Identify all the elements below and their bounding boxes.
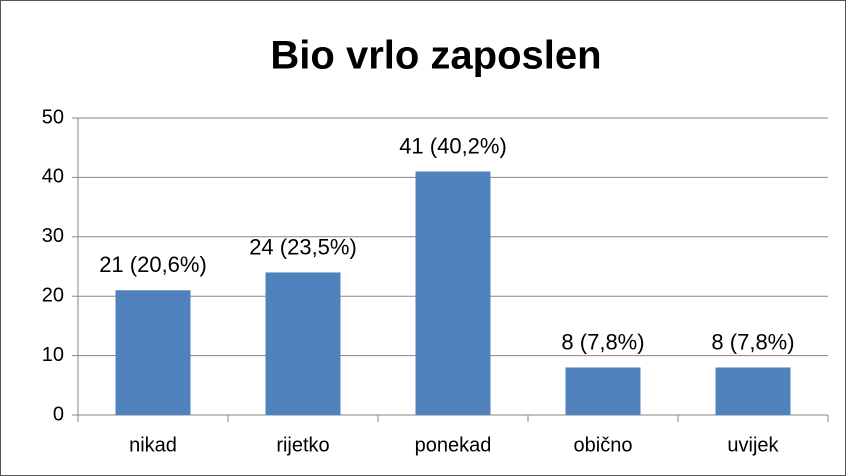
data-label: 41 (40,2%) bbox=[399, 133, 507, 158]
bar bbox=[115, 290, 191, 415]
bar bbox=[565, 367, 641, 415]
bar bbox=[265, 272, 341, 415]
x-tick-label: obično bbox=[574, 434, 633, 456]
data-label: 8 (7,8%) bbox=[711, 329, 794, 354]
data-label: 21 (20,6%) bbox=[99, 252, 207, 277]
data-label: 24 (23,5%) bbox=[249, 234, 357, 259]
y-tick-label: 30 bbox=[42, 225, 64, 247]
x-tick-label: rijetko bbox=[276, 434, 329, 456]
x-tick-label: uvijek bbox=[727, 434, 779, 456]
y-tick-label: 20 bbox=[42, 284, 64, 306]
chart-title: Bio vrlo zaposlen bbox=[270, 34, 601, 78]
y-tick-label: 50 bbox=[42, 106, 64, 128]
bar bbox=[415, 171, 491, 415]
x-tick-label: ponekad bbox=[415, 434, 492, 456]
x-tick-label: nikad bbox=[129, 434, 177, 456]
data-label: 8 (7,8%) bbox=[561, 329, 644, 354]
y-tick-label: 10 bbox=[42, 344, 64, 366]
y-tick-label: 40 bbox=[42, 166, 64, 188]
y-tick-label: 0 bbox=[53, 403, 64, 425]
bar bbox=[715, 367, 791, 415]
